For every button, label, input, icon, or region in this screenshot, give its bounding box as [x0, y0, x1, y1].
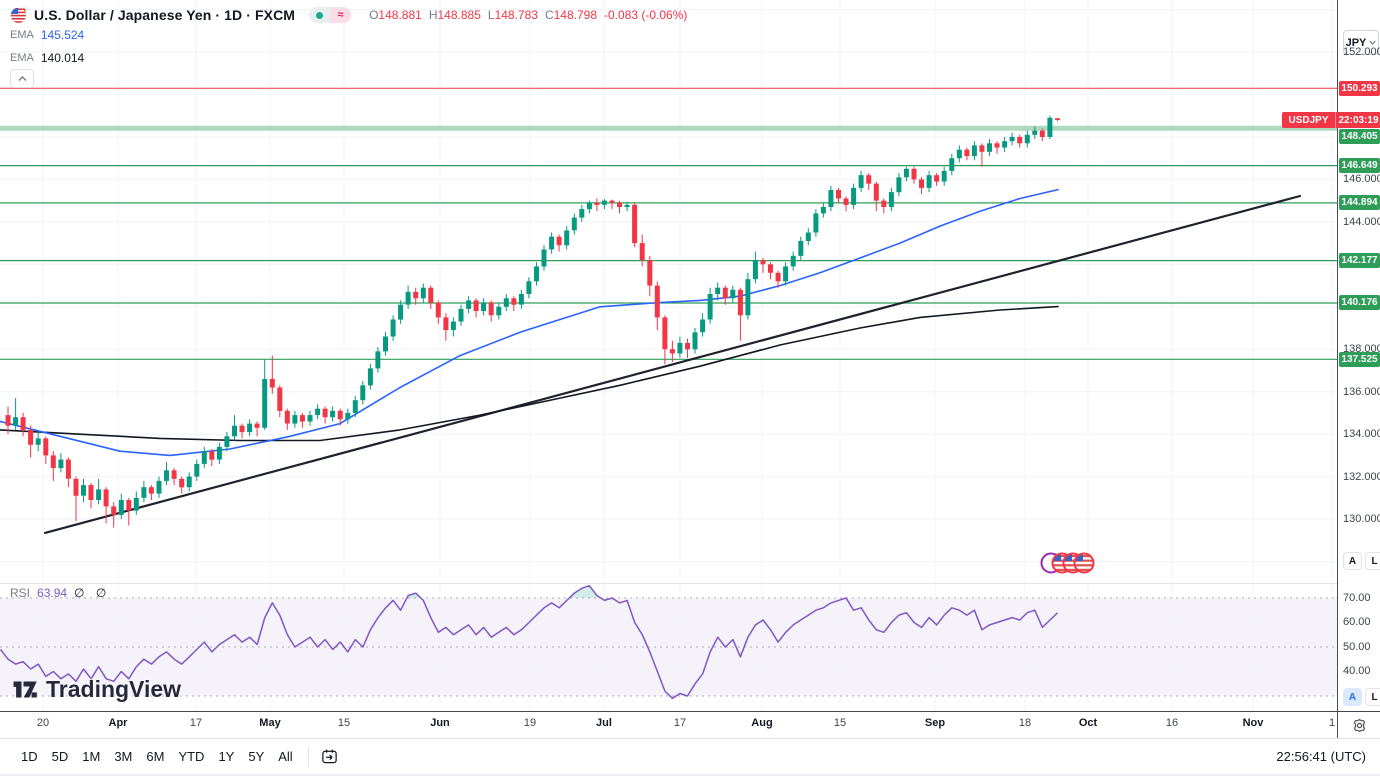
price-tick-label: 144.000 — [1343, 216, 1380, 228]
rsi-value: 63.94 — [37, 586, 68, 600]
level-price-label[interactable]: 150.293 — [1339, 81, 1380, 96]
time-scale[interactable]: 20 Apr 17 May 15 Jun 19 Jul 17 Aug 15 Sep 18 Oct 16 Nov… — [0, 711, 1337, 739]
chevron-down-icon — [1369, 40, 1377, 45]
range-button-5d[interactable]: 5D — [51, 749, 69, 764]
price-tick-label: 146.000 — [1343, 173, 1380, 185]
time-tick-label: 17 — [673, 717, 687, 729]
main-price-pane[interactable] — [0, 0, 1337, 583]
range-button-1y[interactable]: 1Y — [218, 749, 235, 764]
time-tick-label: Jul — [596, 717, 612, 729]
rsi-auto-scale-button[interactable]: A — [1343, 688, 1362, 706]
time-tick-label: 15 — [337, 717, 351, 729]
time-tick-label: Oct — [1078, 717, 1098, 729]
symbol-name-label: USDJPY — [1288, 114, 1329, 126]
chart-plot-area[interactable]: U.S. Dollar / Japanese Yen · 1D · FXCM ≈… — [0, 0, 1337, 712]
status-pills: ≈ — [309, 7, 352, 23]
rsi-tick-label: 60.00 — [1343, 616, 1371, 628]
pane-separator[interactable] — [0, 583, 1337, 584]
collapse-legend-button[interactable] — [10, 69, 34, 88]
usdjpy-pair-flag-icon — [10, 6, 28, 23]
price-tick-label: 130.000 — [1343, 513, 1380, 525]
bottom-toolbar: 1D 5D 1M 3M 6M YTD 1Y 5Y All 22:56:41 (UTC) — [0, 738, 1380, 774]
time-tick-label: 18 — [1018, 717, 1032, 729]
ema-fast-legend[interactable]: EMA 145.524 — [10, 28, 85, 42]
market-status-icon[interactable] — [309, 7, 331, 23]
bottom-edge — [0, 774, 1380, 776]
utc-clock[interactable]: 22:56:41 (UTC) — [1276, 749, 1366, 764]
ema-slow-legend[interactable]: EMA 140.014 — [10, 51, 85, 65]
level-price-label[interactable]: 148.405 — [1339, 129, 1380, 144]
symbol-header: U.S. Dollar / Japanese Yen · 1D · FXCM ≈… — [10, 6, 687, 24]
range-button-1m[interactable]: 1M — [82, 749, 101, 764]
level-price-label[interactable]: 137.525 — [1339, 352, 1380, 367]
price-tick-label: 136.000 — [1343, 386, 1380, 398]
rsi-tick-label: 50.00 — [1343, 641, 1371, 653]
range-button-5y[interactable]: 5Y — [248, 749, 265, 764]
bar-close-countdown: 22:03:19 — [1335, 112, 1380, 128]
level-price-label[interactable]: 142.177 — [1339, 253, 1380, 268]
rsi-empty-values: ∅ ∅ — [74, 586, 111, 600]
ema-slow-value: 140.014 — [40, 51, 85, 65]
time-tick-label: Apr — [108, 717, 128, 729]
range-button-1d[interactable]: 1D — [21, 749, 38, 764]
go-to-date-icon[interactable] — [317, 744, 343, 770]
log-scale-button[interactable]: L — [1365, 552, 1380, 570]
time-tick-label: 17 — [189, 717, 203, 729]
rsi-tick-label: 70.00 — [1343, 592, 1371, 604]
economic-event-flags[interactable] — [1040, 552, 1095, 574]
ohlc-readout: O148.881 H148.885 L148.783 C148.798 -0.0… — [369, 8, 688, 22]
time-tick-label: 15 — [833, 717, 847, 729]
time-tick-label: Sep — [924, 717, 946, 729]
tradingview-logo-icon — [13, 681, 37, 698]
rsi-log-scale-button[interactable]: L — [1365, 688, 1380, 706]
auto-scale-button[interactable]: A — [1343, 552, 1362, 570]
time-tick-label: 16 — [1165, 717, 1179, 729]
time-tick-label: 19 — [523, 717, 537, 729]
gear-icon — [1353, 718, 1365, 732]
level-price-label[interactable]: 140.176 — [1339, 295, 1380, 310]
toolbar-divider — [307, 746, 309, 767]
time-tick-label: Jun — [430, 717, 450, 729]
price-tick-label: 152.000 — [1343, 46, 1380, 58]
rsi-scale-buttons: A L — [1343, 688, 1380, 706]
tradingview-watermark: TradingView — [12, 676, 181, 703]
price-tick-label: 134.000 — [1343, 428, 1380, 440]
time-tick-label: Nov — [1242, 717, 1264, 729]
level-price-label[interactable]: 146.649 — [1339, 158, 1380, 173]
level-price-label[interactable]: 144.894 — [1339, 195, 1380, 210]
time-tick-label: Aug — [751, 717, 773, 729]
symbol-price-label: USDJPY 22:03:19 — [1282, 112, 1380, 128]
symbol-title[interactable]: U.S. Dollar / Japanese Yen · 1D · FXCM — [34, 7, 296, 23]
chart-settings-corner[interactable] — [1337, 711, 1380, 738]
price-scale[interactable]: JPY A L A L 152.000 146.000 144.000 138.000… — [1337, 0, 1380, 712]
price-tick-label: 132.000 — [1343, 471, 1380, 483]
range-button-all[interactable]: All — [278, 749, 293, 764]
rsi-legend[interactable]: RSI 63.94 ∅ ∅ — [10, 586, 111, 600]
ema-fast-value: 145.524 — [40, 28, 85, 42]
delayed-data-icon[interactable]: ≈ — [330, 7, 352, 23]
range-button-3m[interactable]: 3M — [114, 749, 133, 764]
main-scale-buttons: A L — [1343, 552, 1380, 570]
time-tick-label: 20 — [36, 717, 50, 729]
chevron-up-icon — [18, 75, 26, 81]
rsi-tick-label: 40.00 — [1343, 665, 1371, 677]
rsi-indicator-pane[interactable] — [0, 583, 1337, 712]
range-button-6m[interactable]: 6M — [146, 749, 165, 764]
price-change: -0.083 (-0.06%) — [604, 8, 688, 22]
currency-selector[interactable]: JPY — [1343, 30, 1379, 55]
range-button-ytd[interactable]: YTD — [178, 749, 205, 764]
time-tick-label: May — [259, 717, 281, 729]
time-tick-label: 1 — [1328, 717, 1336, 729]
